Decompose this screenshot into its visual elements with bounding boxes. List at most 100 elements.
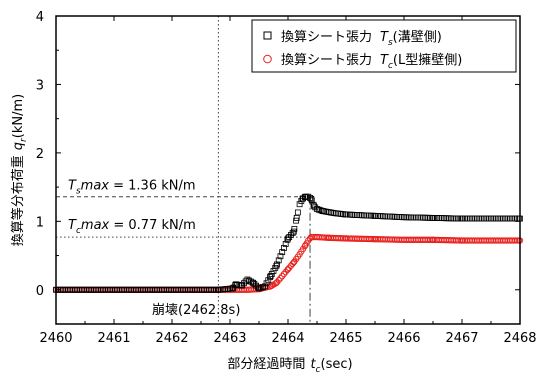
x-tick-label: 2462 bbox=[155, 331, 188, 346]
data-point-tc bbox=[273, 279, 281, 286]
data-point-ts bbox=[277, 253, 284, 260]
data-point-ts bbox=[415, 214, 421, 221]
data-point-ts bbox=[270, 268, 277, 274]
y-tick-label: 3 bbox=[36, 78, 44, 93]
x-tick-label: 2463 bbox=[213, 331, 246, 346]
x-tick-label: 2468 bbox=[503, 331, 536, 346]
data-point-ts bbox=[489, 215, 496, 222]
data-point-ts bbox=[421, 214, 428, 221]
series-layer bbox=[52, 193, 524, 293]
data-point-ts bbox=[286, 234, 293, 240]
data-point-ts bbox=[460, 215, 467, 222]
data-point-ts bbox=[496, 215, 503, 222]
data-point-ts bbox=[268, 271, 275, 277]
data-point-ts bbox=[378, 213, 385, 220]
data-point-ts bbox=[401, 214, 407, 221]
data-point-ts bbox=[361, 212, 367, 219]
y-tick-label: 2 bbox=[36, 147, 44, 162]
data-point-ts bbox=[273, 262, 280, 269]
ts-max-annotation: Tsmax = 1.36 kN/m bbox=[68, 179, 196, 197]
data-point-ts bbox=[467, 215, 474, 222]
data-point-ts bbox=[359, 212, 366, 219]
data-point-ts bbox=[251, 281, 258, 287]
tc-max-annotation: Tcmax = 0.77 kN/m bbox=[68, 218, 196, 236]
data-point-ts bbox=[350, 211, 357, 218]
data-point-ts bbox=[481, 215, 487, 222]
data-point-ts bbox=[308, 197, 315, 204]
data-point-ts bbox=[380, 213, 387, 220]
data-point-ts bbox=[397, 214, 404, 220]
reference-lines bbox=[56, 16, 311, 324]
data-point-ts bbox=[448, 215, 454, 222]
data-point-ts bbox=[406, 214, 413, 221]
data-point-ts bbox=[289, 230, 296, 236]
y-tick-label: 1 bbox=[36, 215, 44, 230]
data-point-ts bbox=[468, 215, 475, 222]
data-point-ts bbox=[293, 215, 300, 221]
data-point-ts bbox=[484, 215, 491, 222]
data-point-ts bbox=[493, 215, 500, 222]
data-point-ts bbox=[451, 215, 458, 222]
data-point-ts bbox=[486, 215, 493, 222]
data-point-ts bbox=[387, 213, 393, 220]
data-point-ts bbox=[479, 215, 486, 222]
x-tick-label: 2464 bbox=[271, 331, 304, 346]
data-point-ts bbox=[491, 215, 498, 222]
data-point-tc bbox=[277, 274, 284, 282]
data-point-ts bbox=[508, 215, 515, 222]
x-tick-label: 2461 bbox=[97, 331, 130, 346]
data-point-ts bbox=[477, 215, 484, 222]
legend-entry-ts: 換算シート張力 Ts(溝壁側) bbox=[281, 30, 442, 48]
data-point-ts bbox=[402, 214, 409, 221]
data-point-tc bbox=[286, 264, 293, 272]
x-tick-label: 2465 bbox=[329, 331, 362, 346]
data-point-ts bbox=[413, 214, 420, 221]
data-point-ts bbox=[258, 284, 265, 291]
data-point-ts bbox=[354, 212, 360, 218]
data-point-tc bbox=[284, 266, 291, 274]
x-tick-label: 2467 bbox=[445, 331, 478, 346]
data-point-ts bbox=[364, 212, 371, 219]
data-point-tc bbox=[272, 280, 279, 287]
data-point-ts bbox=[502, 215, 508, 222]
data-point-ts bbox=[385, 213, 392, 220]
data-point-ts bbox=[395, 214, 402, 220]
data-point-ts bbox=[394, 213, 400, 220]
y-axis-label: 換算等分布荷重qr(kN/m) bbox=[10, 94, 29, 246]
data-point-ts bbox=[294, 209, 301, 216]
data-point-ts bbox=[296, 201, 303, 208]
y-tick-label: 0 bbox=[36, 284, 44, 299]
data-point-ts bbox=[263, 280, 270, 287]
data-point-ts bbox=[465, 215, 472, 222]
data-point-ts bbox=[404, 214, 411, 221]
data-point-ts bbox=[514, 215, 520, 222]
data-point-ts bbox=[418, 214, 425, 221]
data-point-ts bbox=[388, 213, 395, 220]
data-point-tc bbox=[279, 272, 286, 280]
data-point-ts bbox=[267, 274, 273, 281]
data-point-ts bbox=[428, 214, 435, 221]
data-point-ts bbox=[472, 215, 479, 222]
data-point-ts bbox=[503, 215, 510, 222]
data-point-ts bbox=[381, 213, 388, 220]
data-point-ts bbox=[366, 212, 373, 219]
data-point-tc bbox=[275, 277, 282, 284]
data-point-ts bbox=[261, 283, 268, 290]
data-point-ts bbox=[373, 213, 380, 219]
data-point-ts bbox=[260, 284, 266, 290]
data-point-ts bbox=[420, 214, 427, 221]
data-point-ts bbox=[435, 215, 442, 221]
data-point-ts bbox=[474, 215, 480, 222]
legend-marker-ts bbox=[263, 31, 272, 40]
data-point-ts bbox=[282, 241, 289, 247]
data-point-ts bbox=[507, 215, 514, 222]
data-point-tc bbox=[280, 270, 288, 278]
data-point-ts bbox=[439, 215, 446, 222]
data-point-ts bbox=[510, 215, 517, 222]
data-point-ts bbox=[348, 211, 355, 218]
data-point-ts bbox=[437, 215, 444, 221]
data-point-ts bbox=[488, 215, 494, 222]
data-point-ts bbox=[495, 215, 501, 222]
x-tick-label: 2460 bbox=[39, 331, 72, 346]
data-point-ts bbox=[505, 215, 512, 222]
